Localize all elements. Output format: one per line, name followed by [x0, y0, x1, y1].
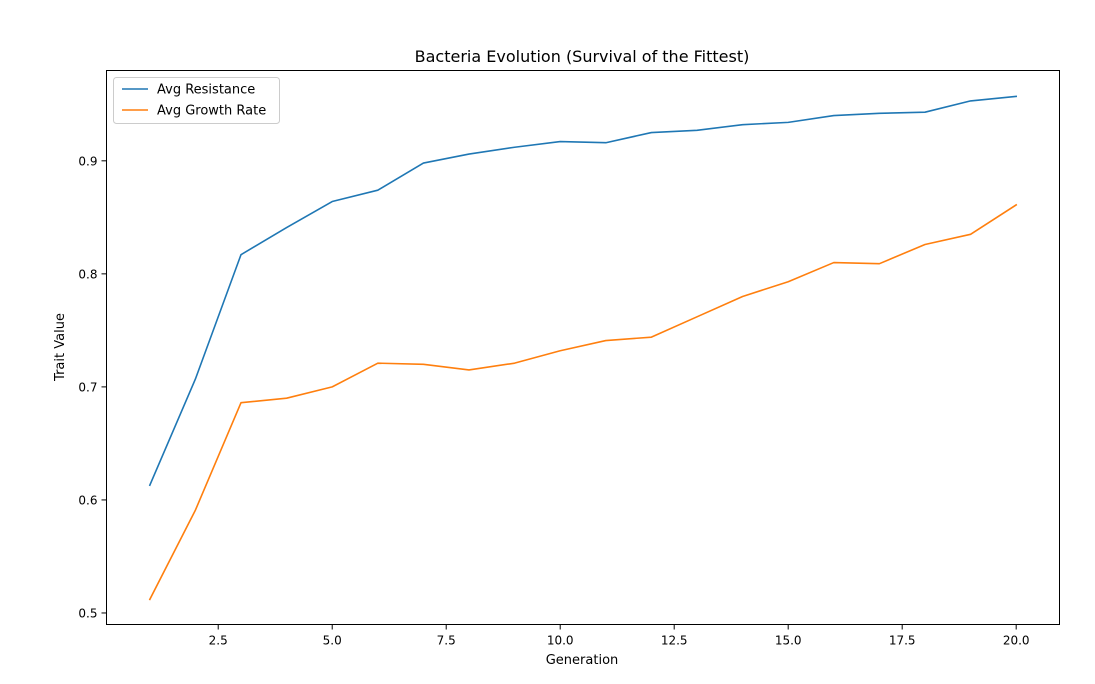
- x-tick-label: 10.0: [547, 634, 574, 648]
- y-tick-label: 0.8: [78, 267, 97, 281]
- x-tick-label: 7.5: [437, 634, 456, 648]
- x-axis-label: Generation: [546, 653, 619, 668]
- y-tick-label: 0.9: [78, 154, 97, 168]
- x-tick-label: 2.5: [209, 634, 228, 648]
- chart-title: Bacteria Evolution (Survival of the Fitt…: [415, 47, 750, 66]
- legend-box: [113, 77, 280, 124]
- legend: Avg Resistance Avg Growth Rate: [113, 77, 280, 124]
- x-axis: 2.5 5.0 7.5 10.0 12.5 15.0 17.5 20.0: [209, 624, 1030, 648]
- series-line-1: [148, 95, 1018, 487]
- legend-label-2: Avg Growth Rate: [157, 104, 266, 119]
- y-axis-label: Trait Value: [53, 313, 68, 382]
- x-tick-label: 5.0: [323, 634, 342, 648]
- y-tick-label: 0.6: [78, 493, 97, 507]
- x-tick-label: 15.0: [775, 634, 802, 648]
- y-tick-label: 0.5: [78, 606, 97, 620]
- plot-frame: [106, 70, 1060, 625]
- x-tick-label: 20.0: [1003, 634, 1030, 648]
- plot-area: [106, 70, 1060, 625]
- x-tick-label: 12.5: [661, 634, 688, 648]
- legend-label-1: Avg Resistance: [157, 83, 255, 98]
- x-tick-label: 17.5: [889, 634, 916, 648]
- y-tick-label: 0.7: [78, 380, 97, 394]
- series-layer: [148, 95, 1018, 601]
- y-axis: 0.5 0.6 0.7 0.8 0.9: [78, 154, 107, 620]
- series-line-2: [148, 203, 1018, 601]
